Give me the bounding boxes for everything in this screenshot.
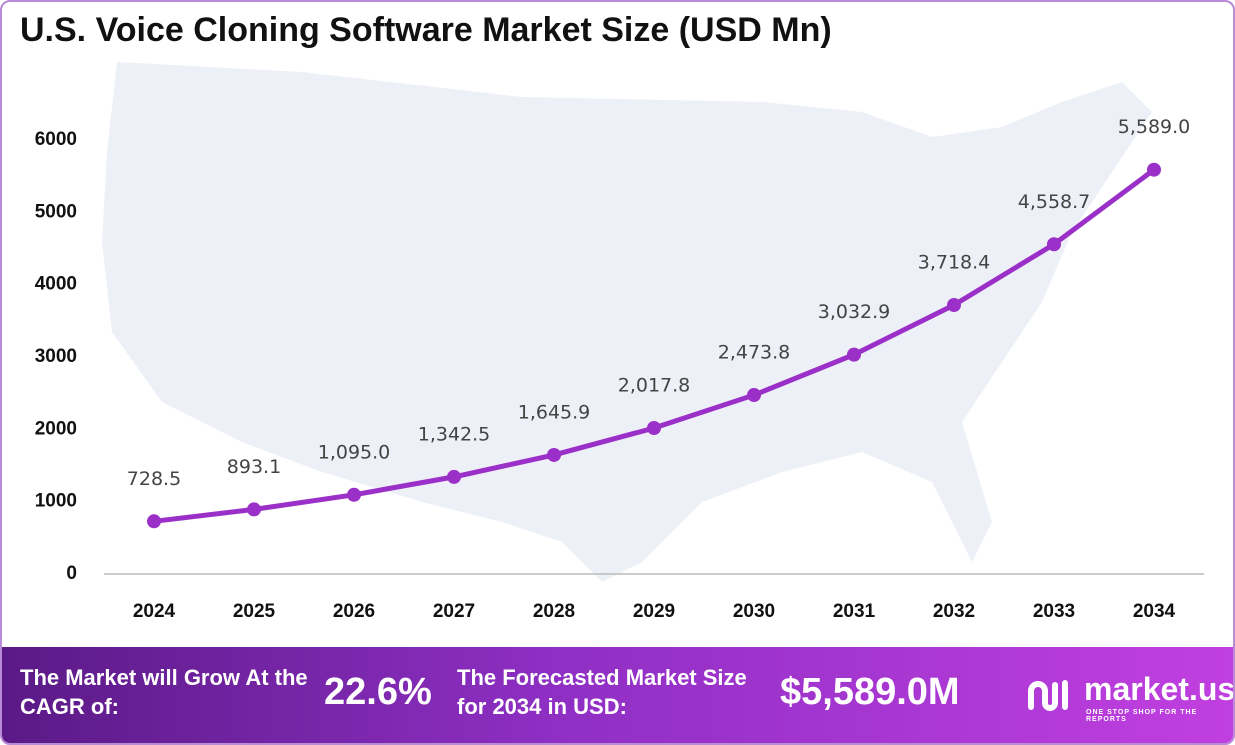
x-tick-label: 2028 [533, 601, 575, 622]
cagr-value: 22.6% [324, 671, 432, 713]
marker [1147, 162, 1161, 177]
value-label: 893.1 [227, 456, 281, 478]
value-label: 5,589.0 [1118, 116, 1191, 138]
marker [647, 421, 661, 436]
value-label: 3,718.4 [918, 252, 991, 274]
brand: market.us [1084, 671, 1235, 707]
value-label: 1,095.0 [318, 441, 391, 463]
x-tick-label: 2029 [633, 601, 675, 622]
marker [447, 469, 461, 484]
x-tick-label: 2032 [933, 601, 975, 622]
forecast-label: The Forecasted Market Size for 2034 in U… [457, 665, 747, 719]
x-tick-label: 2033 [1033, 601, 1075, 622]
x-tick-label: 2026 [333, 601, 375, 622]
forecast-value: $5,589.0M [780, 671, 960, 713]
value-label: 728.5 [127, 468, 181, 490]
value-label: 1,645.9 [518, 401, 591, 423]
marker [1047, 237, 1061, 252]
value-label: 2,017.8 [618, 375, 691, 397]
marker [347, 487, 361, 502]
x-tick-label: 2025 [233, 601, 276, 622]
cagr-label: The Market will Grow At the CAGR of: [20, 665, 308, 719]
value-label: 3,032.9 [818, 301, 891, 323]
chart-title: U.S. Voice Cloning Software Market Size … [20, 11, 832, 49]
x-tick-label: 2027 [433, 601, 475, 622]
value-label: 4,558.7 [1018, 191, 1091, 213]
marker [147, 514, 161, 529]
y-tick-label: 6000 [35, 129, 77, 150]
x-tick-label: 2030 [733, 601, 775, 622]
map-background [102, 62, 1152, 582]
y-tick-label: 5000 [35, 201, 77, 222]
x-tick-label: 2024 [133, 601, 176, 622]
y-tick-label: 3000 [35, 346, 77, 367]
value-label: 2,473.8 [718, 342, 791, 364]
marker [947, 298, 961, 313]
x-tick-label: 2031 [833, 601, 876, 622]
y-tick-label: 4000 [35, 274, 77, 295]
logo [1028, 680, 1068, 711]
value-label: 1,342.5 [418, 423, 491, 445]
marker [747, 388, 761, 403]
marker [847, 347, 861, 362]
tagline: ONE STOP SHOP FOR THE REPORTS [1086, 709, 1198, 723]
footer: The Market will Grow At the CAGR of: 22.… [2, 647, 1235, 743]
marker [547, 447, 561, 462]
chart: U.S. Voice Cloning Software Market Size … [20, 11, 1204, 622]
marker [247, 502, 261, 517]
y-tick-label: 1000 [35, 491, 77, 512]
x-tick-label: 2034 [1133, 601, 1176, 622]
y-tick-label: 2000 [35, 418, 77, 439]
y-tick-label: 0 [66, 563, 77, 584]
